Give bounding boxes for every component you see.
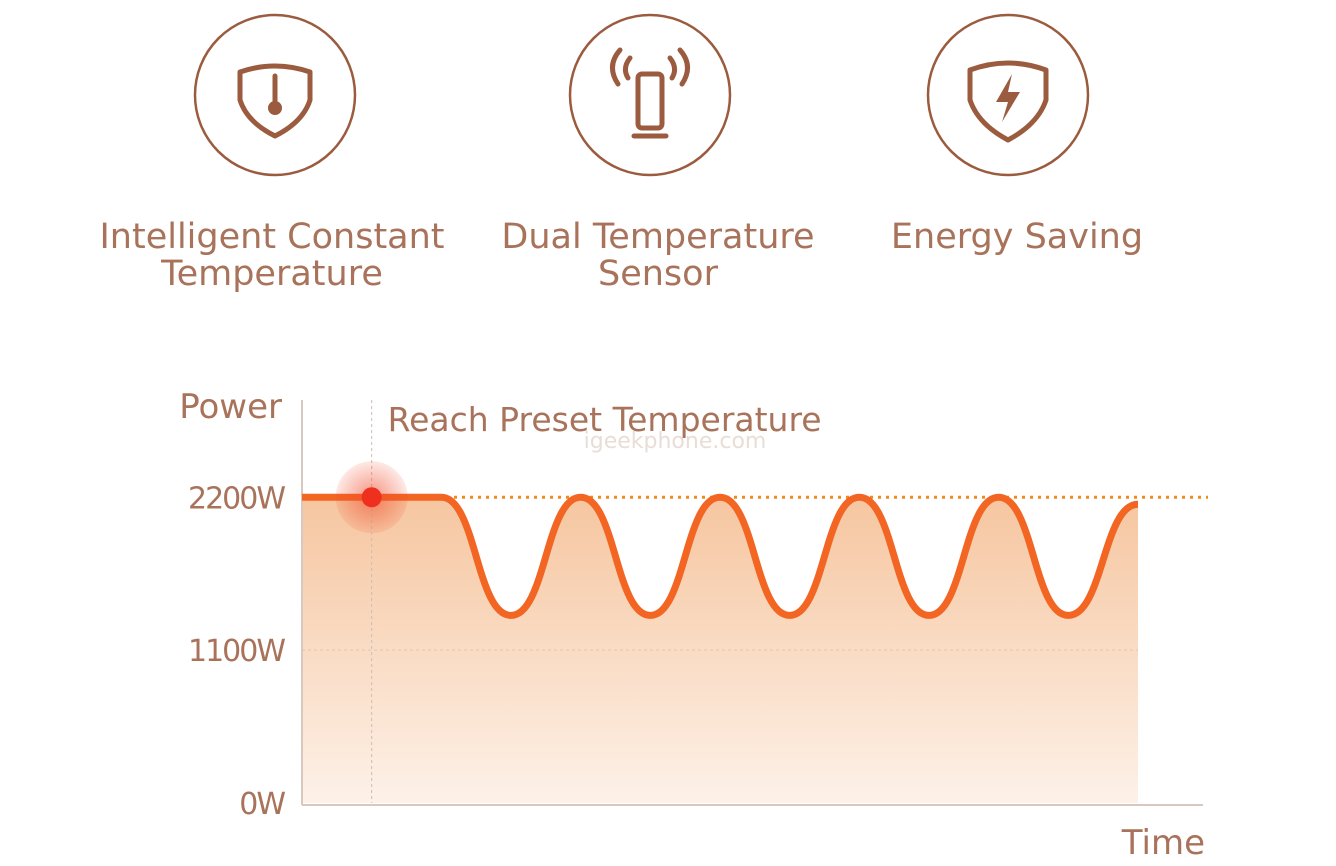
feature-label: Energy Saving bbox=[891, 217, 1143, 257]
annotation: Reach Preset Temperature bbox=[388, 400, 822, 439]
marker bbox=[361, 487, 382, 508]
y-tick-label: 2200W bbox=[188, 481, 285, 516]
feature-label: Temperature bbox=[160, 254, 383, 294]
watermark: igeekphone.com bbox=[584, 429, 767, 454]
feature-icon bbox=[926, 13, 1090, 177]
area-fill bbox=[302, 497, 1138, 803]
feature-icon bbox=[193, 13, 357, 177]
feature-label: Dual Temperature bbox=[501, 217, 814, 257]
y-tick-label: 0W bbox=[239, 787, 285, 822]
feature-icon bbox=[568, 13, 732, 177]
plot: 0W 1100W 2200W Reach Preset Temperature bbox=[188, 400, 1208, 822]
line bbox=[302, 493, 1139, 619]
y-tick-label: 1100W bbox=[188, 634, 285, 669]
feature-label: Intelligent Constant bbox=[99, 217, 444, 257]
feature-label: Sensor bbox=[598, 254, 719, 294]
x-axis-label: Time bbox=[1121, 823, 1205, 863]
y-axis-label: Power bbox=[179, 387, 282, 427]
